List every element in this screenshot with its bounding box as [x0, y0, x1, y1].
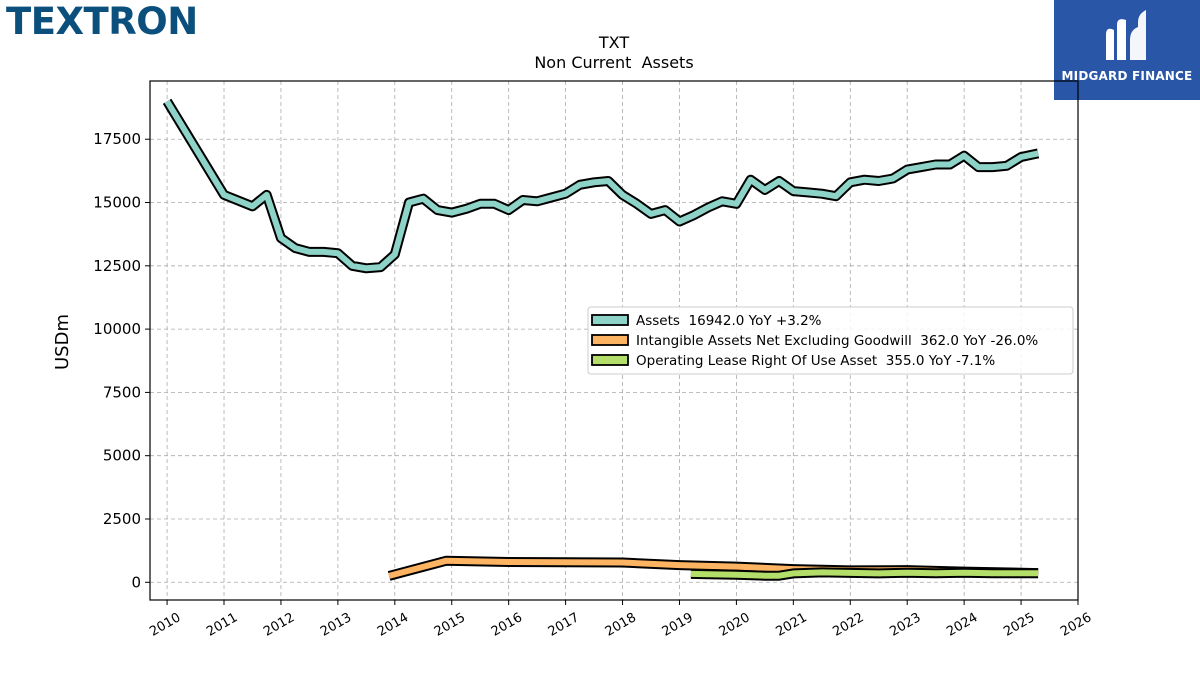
legend-label-1: Intangible Assets Net Excluding Goodwill…: [636, 333, 1038, 349]
series-layer: [162, 98, 1040, 581]
textron-logo: TEXTRON: [6, 0, 198, 43]
x-tick-label: 2013: [318, 610, 354, 640]
plot-frame: [149, 80, 1079, 601]
x-tick-label: 2022: [830, 610, 866, 640]
midgard-mark-icon: [1106, 10, 1146, 61]
x-tick-label: 2026: [1058, 610, 1094, 640]
series-0-line: [164, 99, 1039, 272]
x-tick-label: 2023: [887, 610, 923, 640]
x-tick-label: 2011: [204, 610, 240, 640]
x-tick-label: 2010: [147, 610, 183, 640]
x-tick-label: 2012: [261, 610, 297, 640]
y-axis-label: USDm: [52, 314, 73, 370]
y-tick-label: 12500: [93, 257, 141, 275]
legend-label-2: Operating Lease Right Of Use Asset 355.0…: [636, 353, 995, 369]
y-tick-label: 15000: [93, 194, 141, 212]
brand-name: MIDGARD FINANCE: [1061, 69, 1193, 83]
x-tick-label: 2020: [717, 610, 753, 640]
x-tick-label: 2019: [660, 610, 696, 640]
y-tick-label: 2500: [103, 510, 141, 528]
y-tick-label: 0: [131, 573, 141, 591]
legend-swatch-1: [591, 334, 629, 346]
chart-subtitle: Non Current Assets: [534, 53, 693, 72]
x-tick-label: 2015: [432, 610, 468, 640]
legend-swatch-0: [591, 314, 629, 326]
x-tick-label: 2014: [375, 610, 411, 640]
y-tick-label: 5000: [103, 447, 141, 465]
x-tick-label: 2021: [774, 610, 810, 640]
legend-swatch-2: [591, 354, 629, 366]
y-tick-label: 7500: [103, 383, 141, 401]
x-tick-label: 2016: [489, 610, 525, 640]
y-tick-label: 10000: [93, 320, 141, 338]
legend: Assets 16942.0 YoY +3.2% Intangible Asset…: [587, 306, 1074, 375]
series-2-line: [690, 569, 1039, 579]
x-tick-label: 2018: [603, 610, 639, 640]
x-tick-label: 2025: [1001, 610, 1037, 640]
x-tick-label: 2017: [546, 610, 582, 640]
chart-title: TXT: [598, 33, 629, 52]
legend-box: [587, 306, 1074, 375]
x-tick-label: 2024: [944, 610, 980, 640]
y-tick-label: 17500: [93, 130, 141, 148]
legend-label-0: Assets 16942.0 YoY +3.2%: [636, 313, 822, 329]
